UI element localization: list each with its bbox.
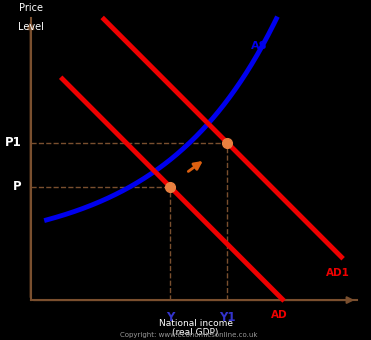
Text: Level: Level bbox=[18, 22, 44, 32]
Text: P: P bbox=[13, 181, 21, 193]
Text: (real GDP): (real GDP) bbox=[173, 328, 219, 337]
Text: National income: National income bbox=[158, 319, 233, 328]
Text: AD1: AD1 bbox=[326, 268, 350, 278]
Text: Y1: Y1 bbox=[219, 311, 236, 324]
Text: P1: P1 bbox=[4, 136, 21, 149]
Text: Price: Price bbox=[19, 3, 43, 13]
Text: Copyright: www.economicsonline.co.uk: Copyright: www.economicsonline.co.uk bbox=[121, 332, 258, 338]
Text: AS: AS bbox=[251, 41, 267, 51]
Text: Y: Y bbox=[166, 311, 174, 324]
Text: AD: AD bbox=[271, 310, 288, 320]
